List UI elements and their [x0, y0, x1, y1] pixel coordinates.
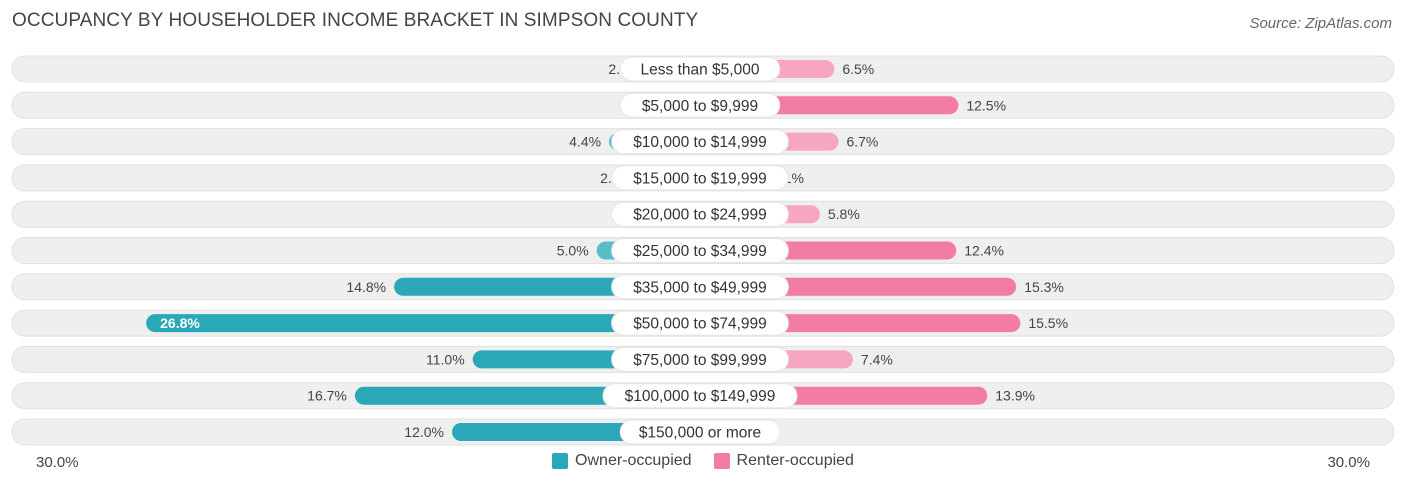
renter-value-label: 15.5%	[1028, 315, 1068, 331]
category-label: $150,000 or more	[639, 425, 761, 442]
owner-value-label: 26.8%	[160, 315, 200, 331]
owner-value-label: 4.4%	[569, 134, 601, 150]
category-pill	[611, 129, 789, 155]
bar-row: 16.7% 13.9% $100,000 to $149,999	[11, 382, 1395, 410]
renter-value-label: 6.7%	[846, 134, 878, 150]
category-pill	[619, 419, 781, 445]
category-pill	[619, 56, 781, 82]
bar-row: 4.4% 6.7% $10,000 to $14,999	[11, 128, 1395, 156]
owner-bar	[146, 314, 701, 333]
chart-title: OCCUPANCY BY HOUSEHOLDER INCOME BRACKET …	[12, 10, 699, 31]
legend: Owner-occupied Renter-occupied	[0, 452, 1406, 470]
renter-swatch	[713, 453, 730, 469]
owner-value-label: 11.0%	[426, 351, 465, 367]
legend-item-owner[interactable]: Owner-occupied	[552, 452, 692, 470]
bar-row: 2.9%3.1%$15,000 to $19,999	[11, 164, 1395, 192]
category-label: $50,000 to $74,999	[633, 316, 767, 333]
legend-renter-label: Renter-occupied	[736, 452, 854, 469]
category-label: $100,000 to $149,999	[625, 388, 776, 405]
category-pill	[611, 165, 789, 191]
source-note: Source: ZipAtlas.com	[1249, 15, 1392, 32]
category-label: $75,000 to $99,999	[633, 352, 767, 369]
legend-item-renter[interactable]: Renter-occupied	[713, 452, 854, 470]
renter-value-label: 15.3%	[1024, 279, 1064, 295]
owner-value-label: 5.0%	[557, 243, 589, 259]
category-label: Less than $5,000	[641, 62, 760, 79]
category-pill	[611, 274, 789, 300]
category-label: $10,000 to $14,999	[633, 134, 767, 151]
renter-value-label: 6.5%	[842, 61, 874, 77]
category-pill	[611, 346, 789, 372]
legend-owner-label: Owner-occupied	[575, 452, 692, 469]
category-label: $20,000 to $24,999	[633, 207, 767, 224]
renter-value-label: 12.4%	[964, 243, 1004, 259]
owner-value-label: 14.8%	[346, 279, 386, 295]
category-pill	[611, 238, 789, 263]
renter-value-label: 5.8%	[828, 206, 860, 222]
bar-row: 1.8%12.5%$5,000 to $9,999	[11, 91, 1395, 119]
category-pill	[611, 310, 789, 336]
bar-row: 14.8% 15.3% $35,000 to $49,999	[11, 273, 1395, 301]
bar-row: 12.0%0.97%$150,000 or more	[11, 418, 1395, 446]
category-label: $25,000 to $34,999	[633, 243, 767, 260]
renter-value-label: 13.9%	[995, 388, 1035, 404]
category-pill	[619, 92, 781, 118]
bar-row: 2.5%6.5%Less than $5,000	[11, 55, 1395, 83]
renter-value-label: 12.5%	[966, 97, 1006, 113]
bar-row: 5.0% 12.4% $25,000 to $34,999	[11, 237, 1395, 264]
category-label: $5,000 to $9,999	[642, 98, 758, 115]
owner-value-label: 12.0%	[404, 424, 444, 440]
axis-right-label: 30.0%	[1327, 454, 1370, 471]
category-label: $35,000 to $49,999	[633, 279, 767, 296]
owner-swatch	[552, 453, 569, 469]
axis-left-label: 30.0%	[36, 454, 79, 471]
category-pill	[602, 383, 798, 409]
bar-row: 26.8% 15.5% $50,000 to $74,999	[11, 309, 1395, 337]
category-label: $15,000 to $19,999	[633, 170, 767, 187]
owner-value-label: 16.7%	[307, 388, 347, 404]
category-pill	[611, 201, 789, 227]
renter-value-label: 7.4%	[861, 351, 893, 367]
bar-row: 11.0% 7.4% $75,000 to $99,999	[11, 345, 1395, 373]
bar-row: 2.1%5.8%$20,000 to $24,999	[11, 200, 1395, 228]
